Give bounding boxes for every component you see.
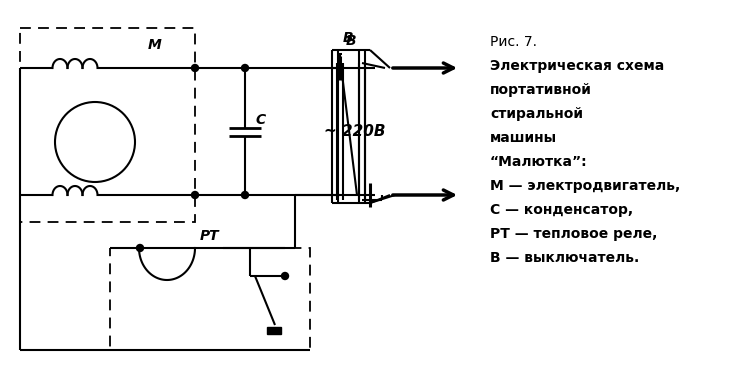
Text: М: М — [148, 38, 162, 52]
Text: “Малютка”:: “Малютка”: — [490, 155, 588, 169]
Text: В: В — [346, 34, 356, 48]
Text: М — электродвигатель,: М — электродвигатель, — [490, 179, 680, 193]
Circle shape — [241, 65, 249, 71]
Bar — [267, 327, 281, 334]
Text: РТ — тепловое реле,: РТ — тепловое реле, — [490, 227, 657, 241]
Circle shape — [241, 191, 249, 199]
Text: С — конденсатор,: С — конденсатор, — [490, 203, 633, 217]
Circle shape — [282, 273, 288, 279]
Bar — [20, 28, 195, 222]
Text: ~ 220В: ~ 220В — [323, 123, 385, 138]
Text: С: С — [255, 112, 265, 126]
Circle shape — [191, 65, 198, 71]
Text: стиральной: стиральной — [490, 107, 583, 121]
Text: портативной: портативной — [490, 83, 592, 97]
Text: В: В — [343, 31, 354, 45]
Text: РТ: РТ — [200, 229, 220, 243]
Text: Электрическая схема: Электрическая схема — [490, 59, 665, 73]
Text: В — выключатель.: В — выключатель. — [490, 251, 639, 265]
Text: Рис. 7.: Рис. 7. — [490, 35, 537, 49]
Bar — [110, 248, 310, 350]
Text: машины: машины — [490, 131, 557, 145]
Circle shape — [191, 191, 198, 199]
Circle shape — [136, 244, 144, 252]
